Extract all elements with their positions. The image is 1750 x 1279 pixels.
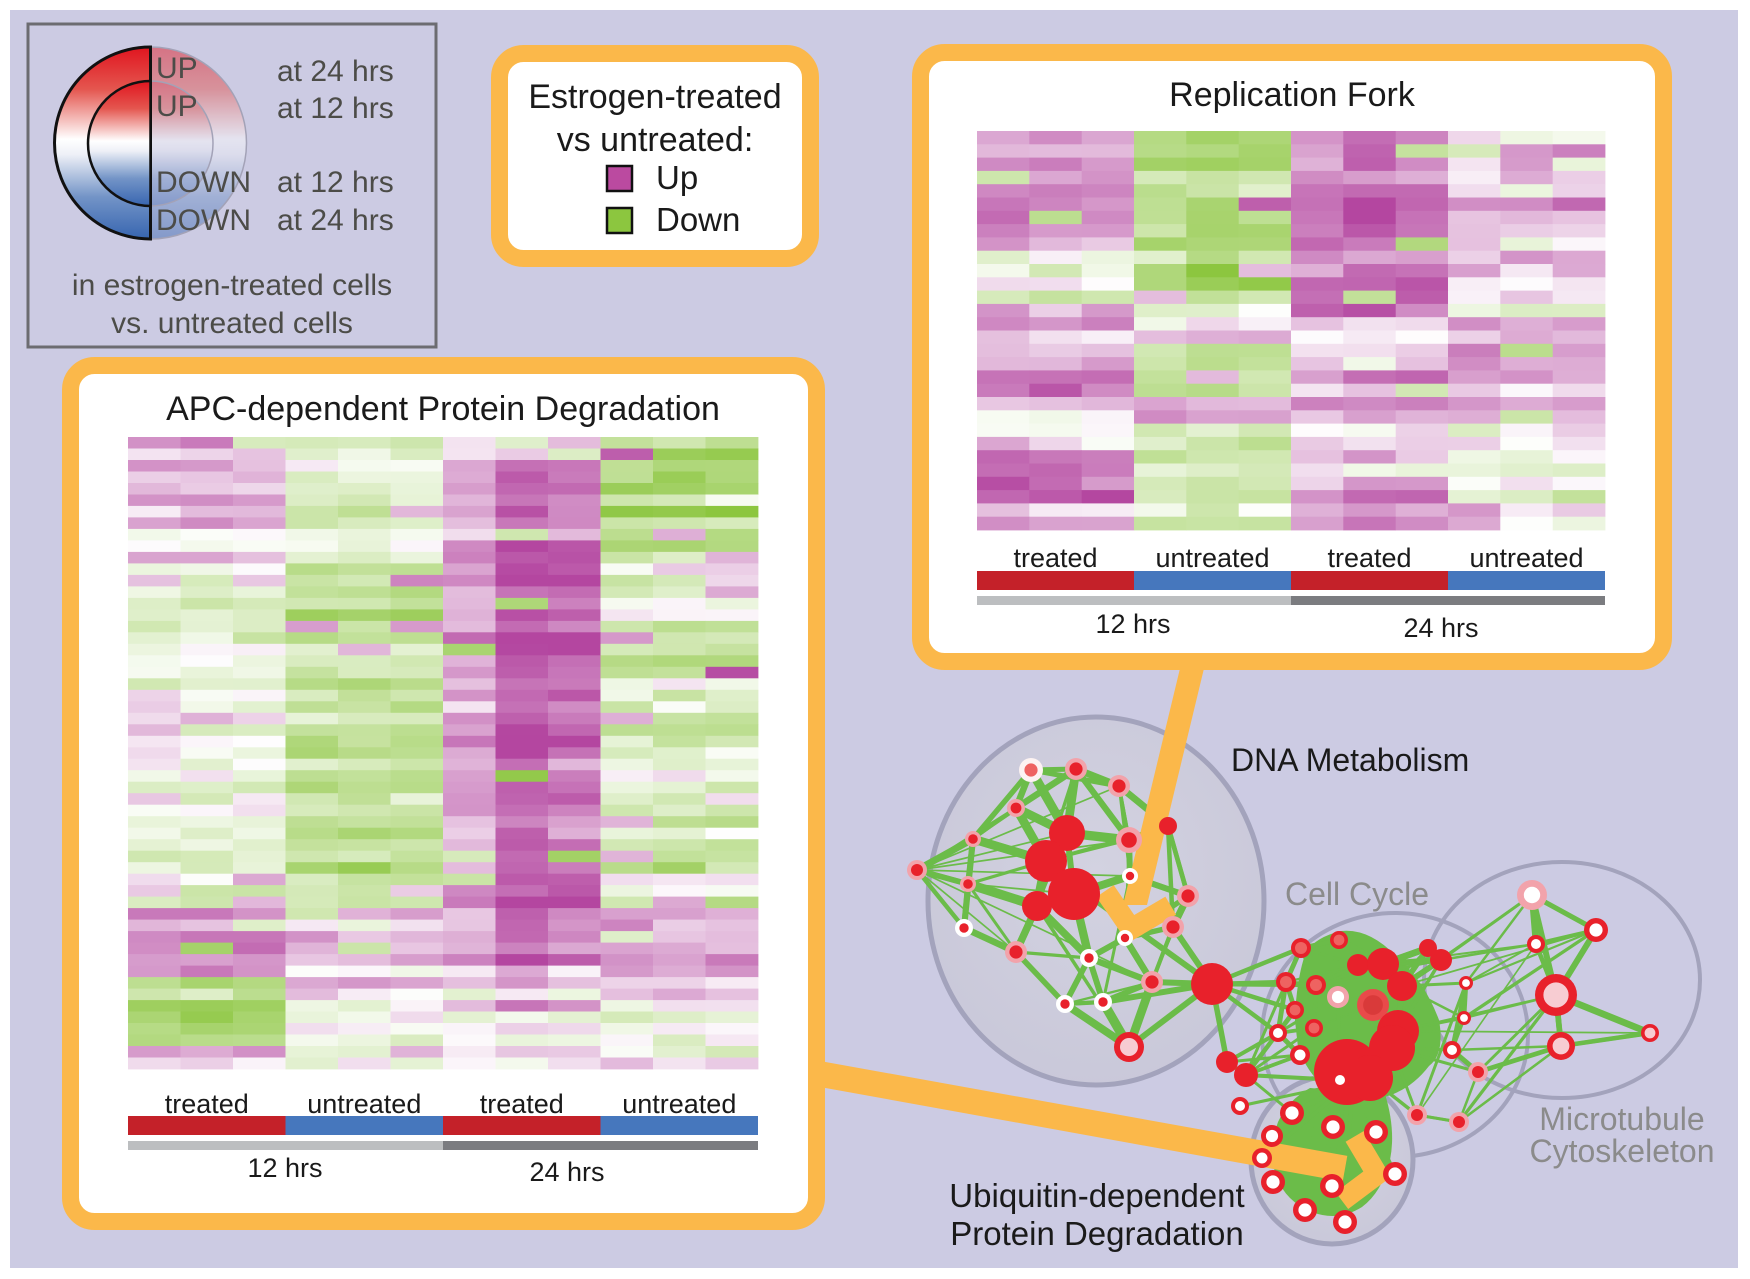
svg-text:vs untreated:: vs untreated: <box>557 121 754 159</box>
svg-text:UP: UP <box>156 90 198 123</box>
svg-text:Cell Cycle: Cell Cycle <box>1285 876 1429 912</box>
svg-text:at 12 hrs: at 12 hrs <box>277 166 394 199</box>
svg-text:at 12 hrs: at 12 hrs <box>277 92 394 125</box>
svg-text:untreated: untreated <box>1155 543 1269 573</box>
svg-text:24 hrs: 24 hrs <box>1403 613 1478 643</box>
svg-text:Replication Fork: Replication Fork <box>1169 76 1416 114</box>
svg-text:12 hrs: 12 hrs <box>247 1153 322 1183</box>
svg-text:untreated: untreated <box>307 1089 421 1119</box>
svg-text:treated: treated <box>480 1089 564 1119</box>
svg-text:UP: UP <box>156 52 198 85</box>
svg-text:24 hrs: 24 hrs <box>529 1157 604 1187</box>
svg-text:DOWN: DOWN <box>156 166 251 199</box>
svg-text:Ubiquitin-dependent: Ubiquitin-dependent <box>949 1177 1244 1214</box>
svg-text:12 hrs: 12 hrs <box>1095 609 1170 639</box>
svg-text:treated: treated <box>1013 543 1097 573</box>
svg-text:DOWN: DOWN <box>156 204 251 237</box>
svg-text:DNA Metabolism: DNA Metabolism <box>1231 742 1469 778</box>
svg-text:Up: Up <box>656 159 698 196</box>
svg-text:untreated: untreated <box>1469 543 1583 573</box>
svg-text:in estrogen-treated cells: in estrogen-treated cells <box>72 269 392 302</box>
svg-text:vs. untreated cells: vs. untreated cells <box>111 307 353 340</box>
svg-text:at 24 hrs: at 24 hrs <box>277 204 394 237</box>
svg-text:Estrogen-treated: Estrogen-treated <box>528 78 781 116</box>
svg-text:Cytoskeleton: Cytoskeleton <box>1530 1133 1715 1169</box>
svg-text:treated: treated <box>165 1089 249 1119</box>
svg-text:treated: treated <box>1327 543 1411 573</box>
svg-text:Protein Degradation: Protein Degradation <box>950 1215 1244 1252</box>
svg-text:APC-dependent Protein Degradat: APC-dependent Protein Degradation <box>166 390 720 428</box>
svg-text:Down: Down <box>656 201 740 238</box>
svg-text:at 24 hrs: at 24 hrs <box>277 55 394 88</box>
svg-text:Microtubule: Microtubule <box>1539 1101 1704 1137</box>
svg-text:untreated: untreated <box>622 1089 736 1119</box>
